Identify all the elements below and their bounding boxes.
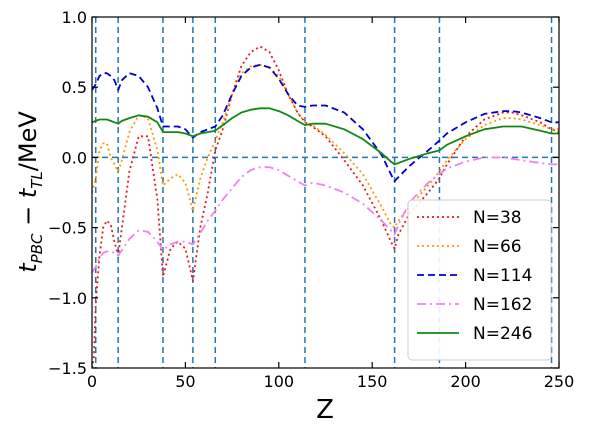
legend-label: N=38 (473, 208, 522, 228)
x-tick-label: 100 (264, 372, 295, 391)
series-layer (92, 45, 559, 368)
legend-label: N=66 (473, 237, 522, 257)
axis-ticks (91, 16, 560, 369)
y-tick-label: 1.0 (62, 8, 87, 27)
x-tick-label: 200 (450, 372, 481, 391)
series-line-n-38 (92, 45, 559, 368)
y-tick-label: 0.0 (62, 148, 87, 167)
series-line-n-66 (92, 63, 559, 229)
x-tick-label: 250 (544, 372, 575, 391)
legend: N=38 N=66 N=114 N=162 N=246 (407, 199, 552, 361)
legend-box (407, 199, 552, 361)
series-line-n-246 (92, 107, 559, 166)
legend-label: N=114 (473, 266, 532, 286)
axis-tick-labels: 0 50 100 150 200 250 −1.5 −1.0 −0.5 0.0 0.5 1.0 (48, 8, 574, 391)
y-tick-label: 0.5 (62, 78, 87, 97)
y-tick-label: −1.0 (48, 289, 87, 308)
x-tick-label: 0 (87, 372, 97, 391)
x-tick-label: 50 (175, 372, 195, 391)
reference-lines (92, 17, 559, 368)
y-axis-label: tPBC − tTL/MeV (14, 111, 46, 273)
series-line-n-162 (92, 156, 559, 273)
y-tick-label: −1.5 (48, 359, 87, 378)
x-axis-label: Z (316, 395, 334, 425)
y-tick-label: −0.5 (48, 219, 87, 238)
legend-label: N=246 (473, 324, 532, 344)
series-line-n-114 (92, 63, 559, 183)
x-tick-label: 150 (357, 372, 388, 391)
legend-label: N=162 (473, 295, 532, 315)
plot-frame (91, 16, 560, 369)
